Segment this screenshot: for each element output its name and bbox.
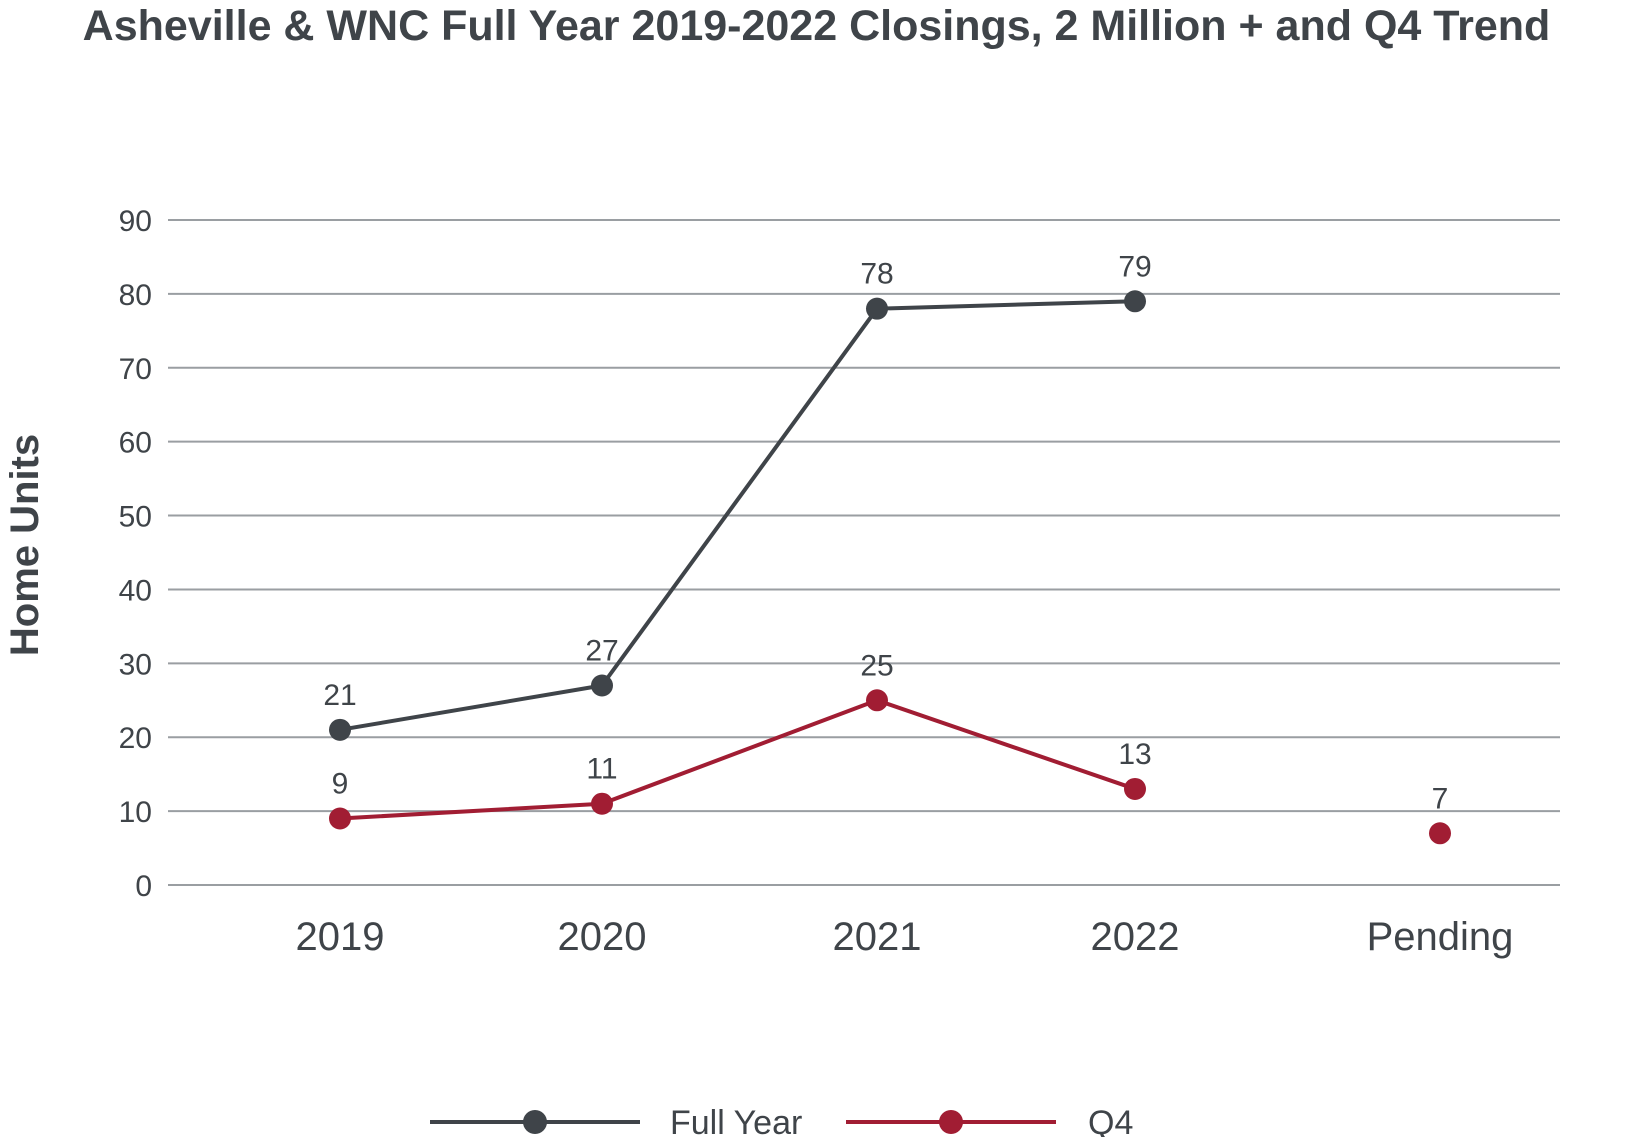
x-tick-label: 2020 [558,915,647,959]
data-label-q4: 13 [1118,738,1151,771]
y-tick-label: 10 [119,796,152,829]
y-tick-label: 70 [119,353,152,386]
data-label-full-year: 79 [1118,250,1151,283]
data-label-full-year: 21 [323,679,356,712]
data-label-q4: 25 [860,649,893,682]
x-tick-label: 2022 [1091,915,1180,959]
gridlines [168,219,1560,886]
x-tick-label: Pending [1367,915,1514,959]
data-point-full-year [591,674,613,697]
y-tick-label: 90 [119,205,152,238]
legend: Full Year Q4 [430,1104,1133,1137]
x-tick-label: 2019 [296,915,385,959]
data-point-full-year [866,297,888,320]
data-point-q4 [329,807,351,830]
data-label-q4: 9 [332,768,349,801]
y-tick-label: 60 [119,427,152,460]
series-line-q4 [339,698,1136,821]
x-tick-label: 2021 [833,915,922,959]
data-point-full-year [1124,290,1146,313]
legend-label-q4: Q4 [1088,1104,1133,1137]
y-tick-label: 40 [119,574,152,607]
data-label-q4: 11 [586,753,617,786]
data-point-full-year [329,718,351,741]
data-point-q4 [1429,822,1451,845]
series-line-full-year [339,299,1136,732]
data-point-q4 [1124,777,1146,800]
y-axis-title: Home Units [3,434,47,656]
data-point-q4 [866,689,888,712]
legend-label-full-year: Full Year [670,1104,802,1137]
y-axis-ticks: 0 10 20 30 40 50 60 70 80 90 [119,205,152,903]
legend-marker-q4 [939,1110,963,1134]
series-layer [329,290,1451,845]
y-tick-label: 20 [119,722,152,755]
y-tick-label: 80 [119,279,152,312]
data-label-full-year: 27 [585,635,618,668]
y-tick-label: 30 [119,648,152,681]
x-axis-ticks: 2019 2020 2021 2022 Pending [296,915,1514,959]
data-label-full-year: 78 [860,258,893,291]
data-point-q4 [591,792,613,815]
y-tick-label: 0 [135,870,152,903]
chart-title: Asheville & WNC Full Year 2019-2022 Clos… [82,2,1551,50]
data-label-q4: 7 [1432,782,1449,815]
y-tick-label: 50 [119,501,152,534]
data-labels: 21 27 78 79 9 11 25 13 7 [323,250,1448,815]
legend-marker-full-year [523,1110,547,1134]
